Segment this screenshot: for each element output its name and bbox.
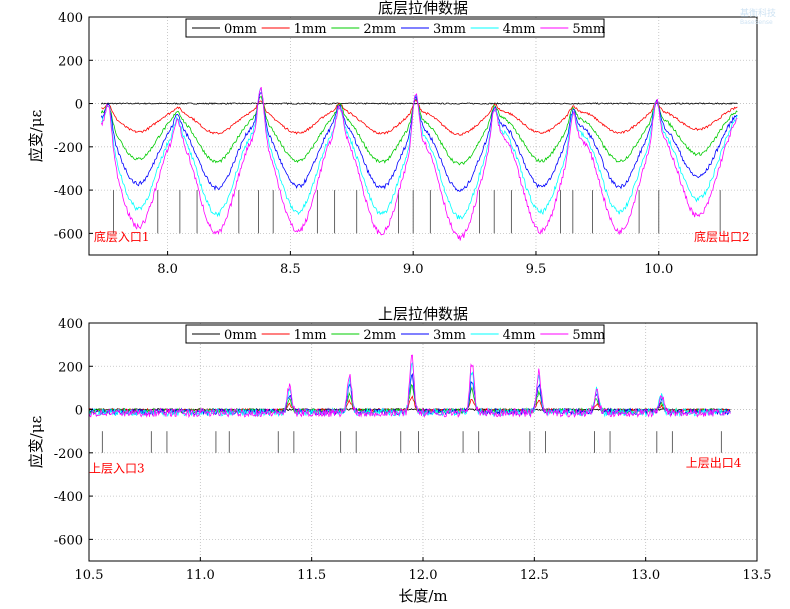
x-tick-label: 12.5 xyxy=(520,568,549,583)
annotation-label: 上层入口3 xyxy=(89,461,145,475)
x-tick-label: 9.5 xyxy=(526,262,547,277)
chart-bottom-layer: 8.0 8.5 9.0 9.5 10.0 -600 -400 -200 0 200 400 底层拉伸数… xyxy=(27,0,758,277)
chart-title: 上层拉伸数据 xyxy=(378,305,468,323)
x-tick-label: 13.5 xyxy=(743,568,772,583)
legend-label: 5mm xyxy=(572,22,605,37)
chart-top-layer: 10.5 11.0 11.5 12.0 12.5 13.0 13.5 -600 -400 -200… xyxy=(27,305,771,605)
legend-label: 4mm xyxy=(503,328,536,343)
y-tick-label: 0 xyxy=(75,404,83,419)
x-tick-label: 9.0 xyxy=(403,262,424,277)
y-tick-label: -600 xyxy=(54,533,83,548)
y-tick-label: 400 xyxy=(58,317,83,332)
legend-label: 0mm xyxy=(224,22,257,37)
annotation-label: 底层出口2 xyxy=(694,229,750,244)
annotation-label: 底层入口1 xyxy=(94,229,150,244)
x-tick-label: 13.0 xyxy=(631,568,660,583)
series-line-1mm xyxy=(101,99,738,136)
y-tick-label: -200 xyxy=(54,447,83,462)
x-axis-label: 长度/m xyxy=(398,587,447,605)
y-tick-label: 200 xyxy=(58,360,83,375)
legend-frame xyxy=(185,18,605,38)
legend: 0mm 1mm 2mm 3mm 4mm 5mm xyxy=(185,324,605,344)
legend-label: 4mm xyxy=(503,22,536,37)
legend-label: 2mm xyxy=(363,328,396,343)
y-tick-label: 200 xyxy=(58,54,83,69)
chart-title: 底层拉伸数据 xyxy=(378,0,468,17)
series-line-5mm xyxy=(100,86,738,241)
y-axis-label: 应变/με xyxy=(27,109,45,162)
legend-label: 0mm xyxy=(224,328,257,343)
legend-frame xyxy=(185,324,605,344)
series-line-5mm xyxy=(88,354,731,419)
legend-label: 5mm xyxy=(572,328,605,343)
x-tick-label: 10.5 xyxy=(75,568,104,583)
legend-label: 1mm xyxy=(294,328,327,343)
legend-label: 1mm xyxy=(294,22,327,37)
watermark-line1: 基衡科技 xyxy=(740,9,777,19)
x-tick-label: 8.0 xyxy=(157,262,178,277)
legend-label: 2mm xyxy=(363,22,396,37)
watermark-logo: 基衡科技 BaseSense xyxy=(740,6,776,26)
annotation-label: 上层出口4 xyxy=(686,456,742,470)
y-tick-label: 0 xyxy=(75,98,83,113)
x-tick-label: 10.0 xyxy=(644,262,673,277)
watermark-line2: BaseSense xyxy=(740,19,773,26)
y-axis-label: 应变/με xyxy=(27,415,45,468)
y-tick-label: -400 xyxy=(54,184,83,199)
y-tick-label: -600 xyxy=(54,227,83,242)
y-tick-label: 400 xyxy=(58,11,83,26)
x-tick-label: 11.0 xyxy=(186,568,215,583)
axes-frame xyxy=(88,16,758,256)
series-line-4mm xyxy=(88,361,731,418)
legend: 0mm 1mm 2mm 3mm 4mm 5mm xyxy=(185,18,605,38)
y-tick-label: -400 xyxy=(54,490,83,505)
series-line-0mm xyxy=(100,102,738,105)
x-tick-label: 8.5 xyxy=(280,262,301,277)
series-line-2mm xyxy=(100,95,738,166)
legend-label: 3mm xyxy=(433,22,466,37)
x-tick-label: 11.5 xyxy=(297,568,326,583)
x-tick-label: 12.0 xyxy=(409,568,438,583)
legend-label: 3mm xyxy=(433,328,466,343)
y-tick-label: -200 xyxy=(54,141,83,156)
